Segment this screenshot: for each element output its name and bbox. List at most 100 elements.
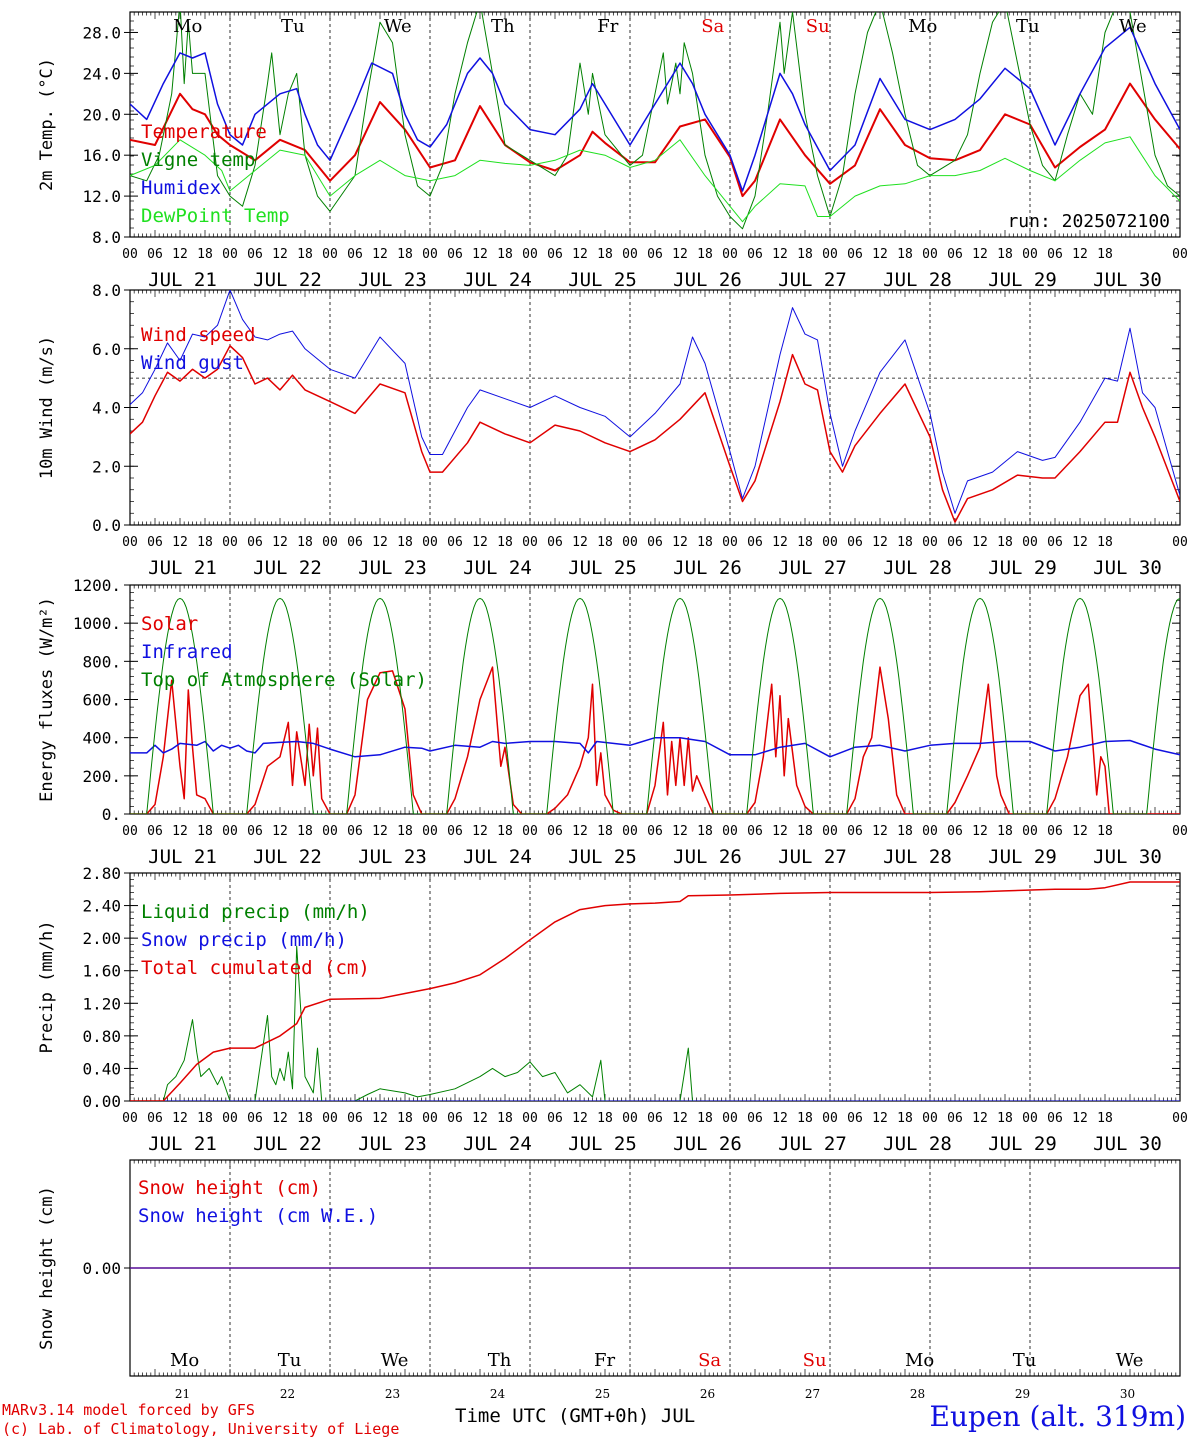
hour-tick-label: 12: [972, 1111, 988, 1126]
day-label: JUL 27: [778, 1133, 847, 1155]
hour-tick-label: 12: [872, 535, 888, 550]
hour-tick-label: 18: [597, 247, 613, 262]
hour-tick-label: 00: [522, 247, 538, 262]
day-label: JUL 26: [673, 557, 742, 579]
hour-tick-label: 00: [822, 824, 838, 839]
hour-tick-label: 00: [1172, 1111, 1188, 1126]
day-label: JUL 27: [778, 269, 847, 291]
hour-tick-label: 18: [1097, 535, 1113, 550]
day-label: JUL 27: [778, 557, 847, 579]
series-line-1: [130, 945, 1180, 1101]
hour-tick-label: 00: [122, 1111, 138, 1126]
hour-tick-label: 12: [172, 824, 188, 839]
hour-tick-label: 12: [672, 824, 688, 839]
hour-tick-label: 06: [247, 535, 263, 550]
day-label: JUL 29: [988, 1133, 1057, 1155]
station-name: Eupen (alt. 319m): [929, 1400, 1186, 1433]
hour-tick-label: 18: [897, 247, 913, 262]
y-tick-label: 20.0: [82, 105, 121, 124]
day-label: JUL 30: [1093, 1133, 1162, 1155]
hour-tick-label: 06: [247, 824, 263, 839]
y-tick-label: 6.0: [92, 340, 121, 359]
weekday-label: Tu: [1016, 16, 1040, 37]
day-label: JUL 28: [883, 1133, 952, 1155]
hour-tick-label: 12: [872, 247, 888, 262]
hour-tick-label: 00: [222, 1111, 238, 1126]
hour-tick-label: 00: [1172, 824, 1188, 839]
hour-tick-label: 00: [622, 247, 638, 262]
series-line-3: [130, 597, 1180, 814]
day-label: JUL 24: [463, 269, 532, 291]
hour-tick-label: 00: [122, 247, 138, 262]
plot-frame: [129, 289, 1181, 526]
series-line-2: [130, 290, 1180, 514]
legend-entry: Top of Atmosphere (Solar): [141, 669, 427, 691]
hour-tick-label: 18: [697, 1111, 713, 1126]
weekday-label: We: [1119, 16, 1147, 37]
day-label: JUL 26: [673, 846, 742, 868]
hour-tick-label: 06: [347, 247, 363, 262]
hour-tick-label: 18: [1097, 824, 1113, 839]
hour-tick-label: 06: [147, 1111, 163, 1126]
hour-tick-label: 00: [822, 535, 838, 550]
panel-wind: 0.0 2.0 4.0 6.0 8.0 10m Wind (m/s) Wind speed W…: [37, 281, 1188, 579]
day-number-label: 26: [700, 1387, 715, 1401]
day-label: JUL 22: [253, 846, 322, 868]
hour-tick-label: 00: [422, 824, 438, 839]
hour-tick-label: 06: [147, 535, 163, 550]
hour-tick-label: 18: [197, 247, 213, 262]
hour-tick-label: 06: [1047, 247, 1063, 262]
hour-tick-label: 00: [622, 1111, 638, 1126]
day-label: JUL 26: [673, 1133, 742, 1155]
hour-tick-label: 18: [1097, 247, 1113, 262]
x-axis-title: Time UTC (GMT+0h) JUL: [455, 1405, 696, 1427]
hour-tick-label: 12: [672, 1111, 688, 1126]
day-number-label: 24: [490, 1387, 506, 1401]
day-number-label: 21: [175, 1387, 190, 1401]
hour-tick-label: 00: [822, 247, 838, 262]
hour-tick-label: 06: [847, 535, 863, 550]
day-label: JUL 30: [1093, 557, 1162, 579]
hour-tick-label: 00: [1022, 824, 1038, 839]
weekday-label: Mo: [905, 1350, 934, 1371]
day-number-label: 29: [1015, 1387, 1030, 1401]
hour-tick-label: 12: [772, 247, 788, 262]
hour-tick-label: 18: [697, 824, 713, 839]
hour-tick-label: 18: [897, 824, 913, 839]
hour-tick-label: 06: [447, 247, 463, 262]
hour-tick-label: 12: [472, 824, 488, 839]
hour-tick-label: 06: [647, 247, 663, 262]
hour-tick-label: 18: [297, 535, 313, 550]
hour-tick-label: 12: [1072, 247, 1088, 262]
hour-tick-label: 12: [172, 535, 188, 550]
day-label: JUL 29: [988, 846, 1057, 868]
legend-entry: Snow height (cm W.E.): [138, 1205, 378, 1227]
hour-tick-label: 12: [372, 247, 388, 262]
plot-frame: [129, 584, 1181, 815]
weekday-label: Mo: [173, 16, 202, 37]
hour-tick-label: 06: [647, 535, 663, 550]
hour-tick-label: 12: [1072, 824, 1088, 839]
y-axis-label: Precip (mm/h): [37, 920, 57, 1053]
hour-tick-label: 18: [297, 1111, 313, 1126]
hour-tick-label: 00: [422, 1111, 438, 1126]
y-axis-label: Snow height (cm): [37, 1186, 57, 1350]
day-label: JUL 28: [883, 269, 952, 291]
series-line-1: [130, 82, 1180, 198]
hour-tick-label: 18: [997, 247, 1013, 262]
hour-tick-label: 06: [647, 824, 663, 839]
plot-frame: [129, 11, 1181, 238]
weekday-label: Su: [806, 16, 830, 37]
hour-tick-label: 00: [722, 535, 738, 550]
hour-tick-label: 12: [272, 247, 288, 262]
hour-tick-label: 12: [972, 535, 988, 550]
day-label: JUL 28: [883, 557, 952, 579]
hour-tick-label: 18: [797, 247, 813, 262]
hour-tick-label: 06: [1047, 1111, 1063, 1126]
y-tick-label: 28.0: [82, 23, 121, 42]
hour-tick-label: 06: [547, 1111, 563, 1126]
day-label: JUL 24: [463, 1133, 532, 1155]
hour-tick-label: 00: [1172, 535, 1188, 550]
hour-tick-label: 18: [497, 824, 513, 839]
